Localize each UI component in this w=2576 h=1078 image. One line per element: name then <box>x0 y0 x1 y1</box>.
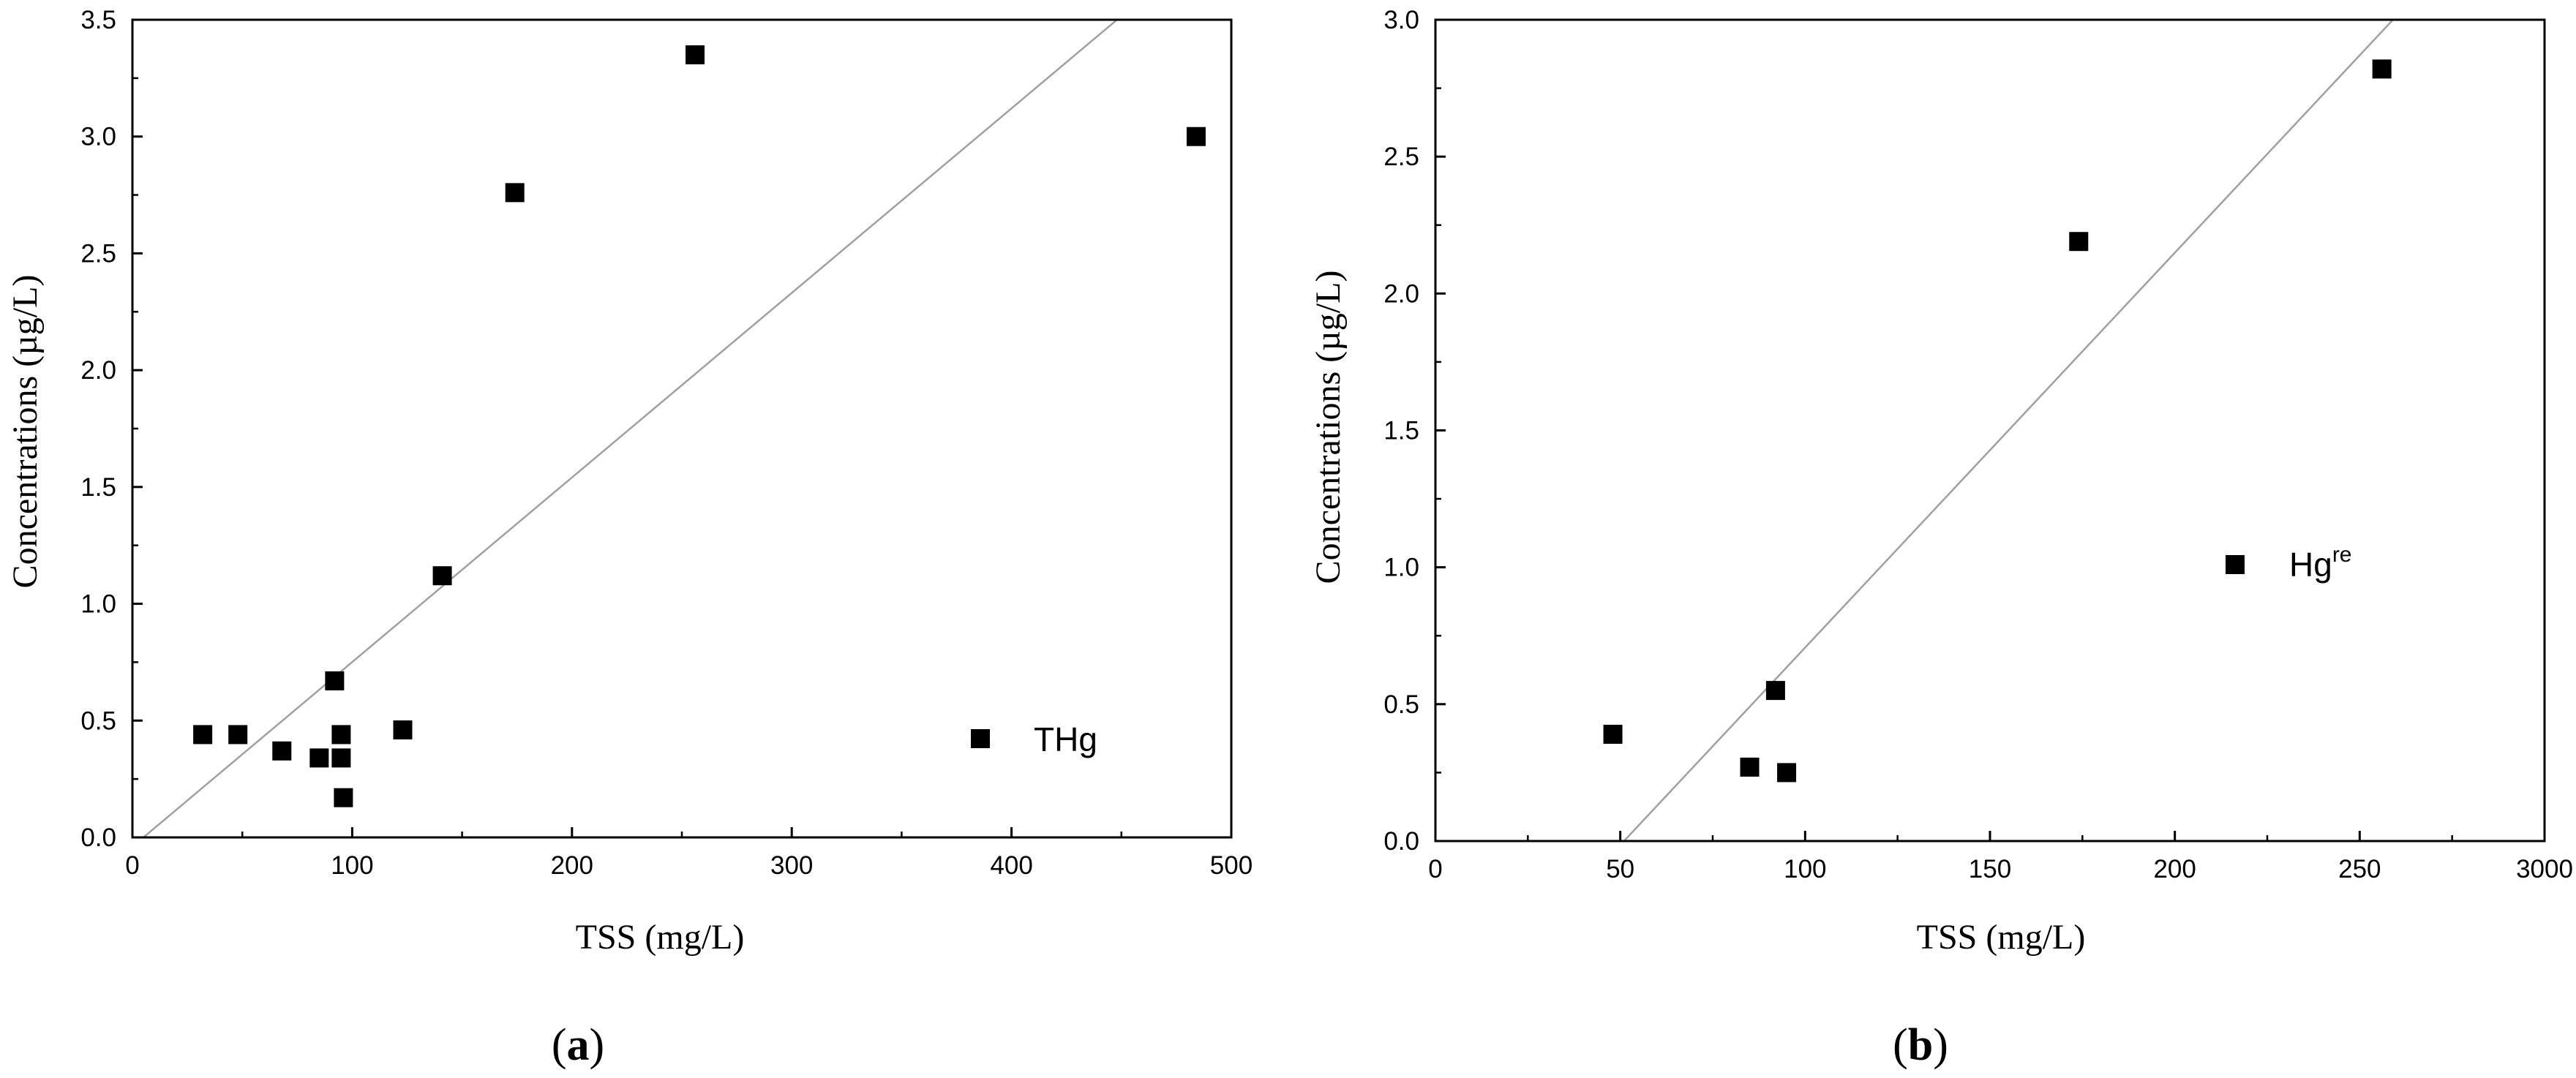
panel-b-label: (b) <box>1893 1020 1948 1070</box>
panel-a: 0 100 200 300 400 500 0.0 0.5 1.0 1.5 2.0 2.5 3.0 3.5… <box>6 6 1253 1070</box>
panel-b-x-tick-label: 100 <box>1784 855 1826 883</box>
panel-a-data-point <box>331 748 351 768</box>
panel-a-data-point <box>334 788 353 807</box>
panel-b-x-tick-label: 0 <box>1428 855 1442 883</box>
panel-a-data-point <box>1186 127 1206 146</box>
panel-a-y-tick-label: 0.5 <box>80 706 116 735</box>
panel-a-marks: 0 100 200 300 400 500 0.0 0.5 1.0 1.5 2.0 2.5 3.0 3.5 <box>80 6 1253 880</box>
panel-a-y-tick-label: 2.0 <box>80 356 116 385</box>
panel-b-legend-sup: re <box>2332 543 2352 567</box>
panel-b-marks: 0 50 100 150 200 250 3000 0.0 0.5 1.0 1.5 2.0 2.5 3.0 <box>1383 6 2573 883</box>
panel-a-y-tick-label: 0.0 <box>80 823 116 852</box>
panel-b-x-tick-label: 50 <box>1606 855 1634 883</box>
panel-a-data-point <box>228 725 248 745</box>
panel-b-y-axis-title: Concentrations (µg/L) <box>1309 271 1348 584</box>
panel-a-x-tick-label: 100 <box>331 851 373 880</box>
panel-a-legend-text: THg <box>1034 720 1097 758</box>
panel-b-x-tick-label: 200 <box>2153 855 2196 883</box>
panel-a-x-tick-label: 300 <box>770 851 813 880</box>
panel-a-x-tick-label: 500 <box>1210 851 1253 880</box>
panel-b-y-tick-label: 1.0 <box>1383 554 1419 582</box>
panel-a-data-point <box>505 183 525 203</box>
panel-b: 0 50 100 150 200 250 3000 0.0 0.5 1.0 1.5 2.0 2.5 3.0… <box>1309 6 2573 1070</box>
panel-a-x-tick-label: 200 <box>551 851 593 880</box>
panel-b-x-tick-label: 250 <box>2338 855 2381 883</box>
panel-a-x-axis-title: TSS (mg/L) <box>576 918 745 957</box>
panel-a-data-point <box>272 741 292 761</box>
panel-b-data-point <box>2372 59 2392 79</box>
panel-a-y-tick-label: 1.5 <box>80 473 116 502</box>
panel-a-data-point <box>393 720 413 740</box>
panel-b-y-tick-label: 2.5 <box>1383 143 1419 171</box>
panel-b-data-point <box>1740 757 1760 777</box>
panel-a-y-tick-label: 1.0 <box>80 590 116 619</box>
panel-b-plot-frame <box>1434 18 2546 843</box>
panel-a-label-letter: a <box>567 1020 590 1070</box>
panel-a-data-point <box>432 566 452 586</box>
panel-a-data-point <box>686 45 705 64</box>
panel-a-data-point <box>193 725 213 745</box>
panel-a-fit-line <box>143 20 1118 837</box>
panel-a-y-axis-title: Concentrations (µg/L) <box>6 275 45 589</box>
panel-b-y-tick-label: 0.5 <box>1383 690 1419 719</box>
panel-a-y-tick-label: 2.5 <box>80 239 116 268</box>
panel-a-label: (a) <box>552 1020 604 1070</box>
panel-b-fit-line <box>1623 20 2394 841</box>
panel-b-y-tick-label: 2.0 <box>1383 279 1419 308</box>
panel-b-data-point <box>1765 681 1785 701</box>
panel-b-label-letter: b <box>1908 1020 1933 1070</box>
panel-b-y-tick-label: 3.0 <box>1383 6 1419 34</box>
panel-b-legend-text: Hg <box>2289 546 2332 584</box>
panel-a-x-tick-label: 0 <box>125 851 139 880</box>
panel-b-data-point <box>2069 232 2089 252</box>
panel-a-data-point <box>325 671 345 690</box>
panel-b-x-tick-label: 150 <box>1969 855 2011 883</box>
panel-a-plot-frame <box>131 18 1233 839</box>
panel-b-y-tick-label: 0.0 <box>1383 827 1419 856</box>
panel-b-legend-label: Hgre <box>2289 543 2352 584</box>
panel-a-y-tick-label: 3.5 <box>80 6 116 34</box>
panel-a-y-tick-label: 3.0 <box>80 123 116 151</box>
panel-a-legend-label: THg <box>1034 720 1097 758</box>
panel-b-x-tick-label: 3000 <box>2516 855 2573 883</box>
panel-a-x-tick-label: 400 <box>990 851 1032 880</box>
panel-b-data-point <box>1603 725 1623 745</box>
panel-b-y-tick-label: 1.5 <box>1383 417 1419 445</box>
panel-b-legend-marker <box>2226 555 2245 574</box>
panel-a-data-point <box>309 748 329 768</box>
panel-a-legend-marker <box>971 729 990 748</box>
panel-a-data-point <box>331 725 351 745</box>
panel-b-x-axis-title: TSS (mg/L) <box>1917 918 2086 957</box>
panel-b-data-point <box>1777 763 1797 783</box>
